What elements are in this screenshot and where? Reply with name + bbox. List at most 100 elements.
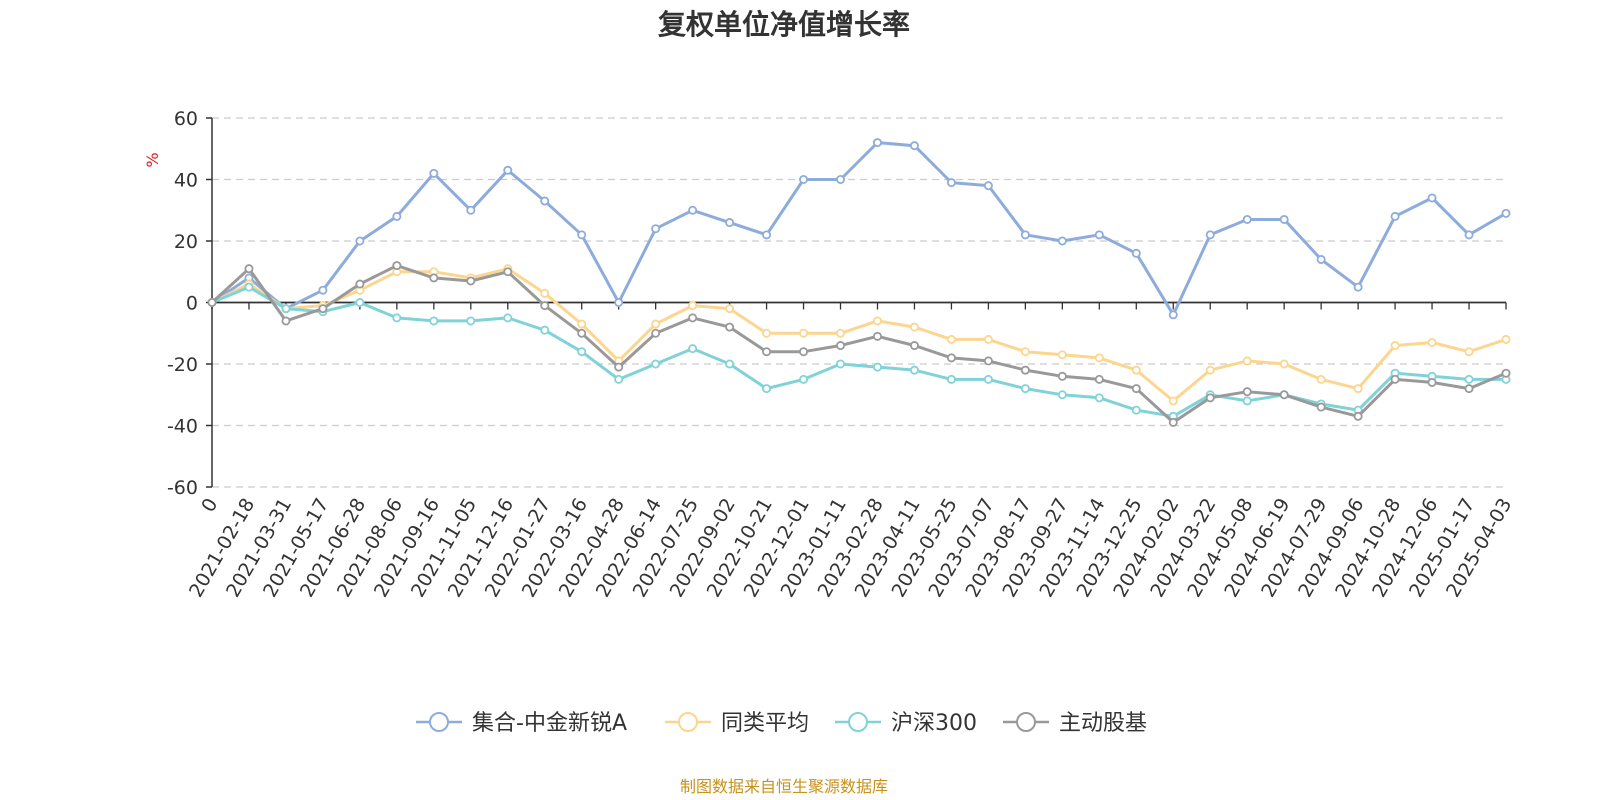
data-point: [688, 344, 698, 354]
data-point: [540, 288, 550, 298]
data-point: [909, 341, 919, 351]
y-tick-label: -20: [167, 354, 198, 376]
legend-item[interactable]: 同类平均: [665, 711, 809, 736]
y-tick-label: -60: [167, 477, 198, 499]
x-axis-ticks: 02021-02-182021-03-312021-05-172021-06-2…: [185, 302, 1516, 601]
data-point: [725, 359, 735, 369]
data-point: [799, 328, 809, 338]
data-point: [836, 174, 846, 184]
data-point: [429, 168, 439, 178]
data-point: [909, 365, 919, 375]
data-point: [799, 347, 809, 357]
series-group: [207, 138, 1511, 427]
data-point: [872, 331, 882, 341]
legend-item[interactable]: 集合-中金新锐A: [416, 711, 627, 736]
data-point: [1057, 371, 1067, 381]
data-point: [577, 328, 587, 338]
data-point: [1168, 310, 1178, 320]
data-point: [688, 205, 698, 215]
series-2: [207, 282, 1511, 421]
data-point: [909, 141, 919, 151]
data-point: [1242, 356, 1252, 366]
data-point: [1464, 374, 1474, 384]
y-tick-label: 40: [174, 170, 198, 192]
data-point: [503, 313, 513, 323]
data-point: [651, 319, 661, 329]
data-point: [1353, 411, 1363, 421]
legend[interactable]: 集合-中金新锐A 同类平均 沪深300 主动股基: [416, 711, 1147, 736]
data-point: [1168, 417, 1178, 427]
data-point: [1131, 384, 1141, 394]
data-point: [762, 347, 772, 357]
data-point: [1316, 402, 1326, 412]
legend-circle-marker: [1016, 712, 1036, 732]
data-point: [1390, 341, 1400, 351]
data-point: [1316, 254, 1326, 264]
data-point: [1501, 334, 1511, 344]
data-point: [577, 319, 587, 329]
series-line: [210, 285, 1508, 418]
data-point: [762, 328, 772, 338]
data-point: [355, 236, 365, 246]
legend-circle-marker: [429, 712, 449, 732]
data-point: [909, 322, 919, 332]
data-point: [466, 205, 476, 215]
data-point: [1390, 211, 1400, 221]
data-point: [651, 328, 661, 338]
series-3: [207, 261, 1511, 427]
data-point: [651, 359, 661, 369]
data-point: [540, 325, 550, 335]
data-point: [577, 347, 587, 357]
data-point: [983, 334, 993, 344]
data-point: [244, 264, 254, 274]
data-point: [1094, 230, 1104, 240]
data-point: [1205, 393, 1215, 403]
data-point: [1464, 384, 1474, 394]
data-point: [281, 316, 291, 326]
data-point: [872, 316, 882, 326]
data-point: [836, 359, 846, 369]
data-point: [466, 316, 476, 326]
y-tick-label: 20: [174, 231, 198, 253]
series-line: [210, 141, 1508, 317]
data-point: [872, 362, 882, 372]
data-point: [1131, 405, 1141, 415]
data-point: [429, 316, 439, 326]
series-1: [207, 264, 1511, 406]
data-point: [872, 138, 882, 148]
data-point: [762, 230, 772, 240]
data-point: [1094, 393, 1104, 403]
legend-circle-marker: [678, 712, 698, 732]
data-point: [1242, 214, 1252, 224]
data-point: [1427, 193, 1437, 203]
x-tick-label: 0: [197, 495, 222, 516]
legend-label: 同类平均: [721, 711, 809, 736]
legend-item[interactable]: 主动股基: [1003, 711, 1147, 736]
legend-circle-marker: [848, 712, 868, 732]
data-point: [355, 279, 365, 289]
y-tick-label: 60: [174, 108, 198, 130]
series-0: [207, 138, 1511, 320]
data-point: [1057, 236, 1067, 246]
legend-item[interactable]: 沪深300: [835, 711, 977, 736]
data-point: [983, 181, 993, 191]
data-point: [1094, 353, 1104, 363]
data-point: [946, 178, 956, 188]
data-point: [725, 322, 735, 332]
data-point: [799, 174, 809, 184]
data-point: [1205, 365, 1215, 375]
data-point: [983, 374, 993, 384]
data-point: [540, 196, 550, 206]
data-point: [503, 267, 513, 277]
data-point: [1057, 350, 1067, 360]
y-axis-ticks: 60 40 20 0 -20 -40 -60: [167, 108, 212, 499]
data-point: [1131, 365, 1141, 375]
data-point: [1020, 230, 1030, 240]
data-point: [540, 301, 550, 311]
source-note: 制图数据来自恒生聚源数据库: [680, 777, 888, 796]
data-point: [983, 356, 993, 366]
y-axis-unit: %: [143, 152, 162, 167]
data-point: [392, 211, 402, 221]
data-point: [688, 313, 698, 323]
